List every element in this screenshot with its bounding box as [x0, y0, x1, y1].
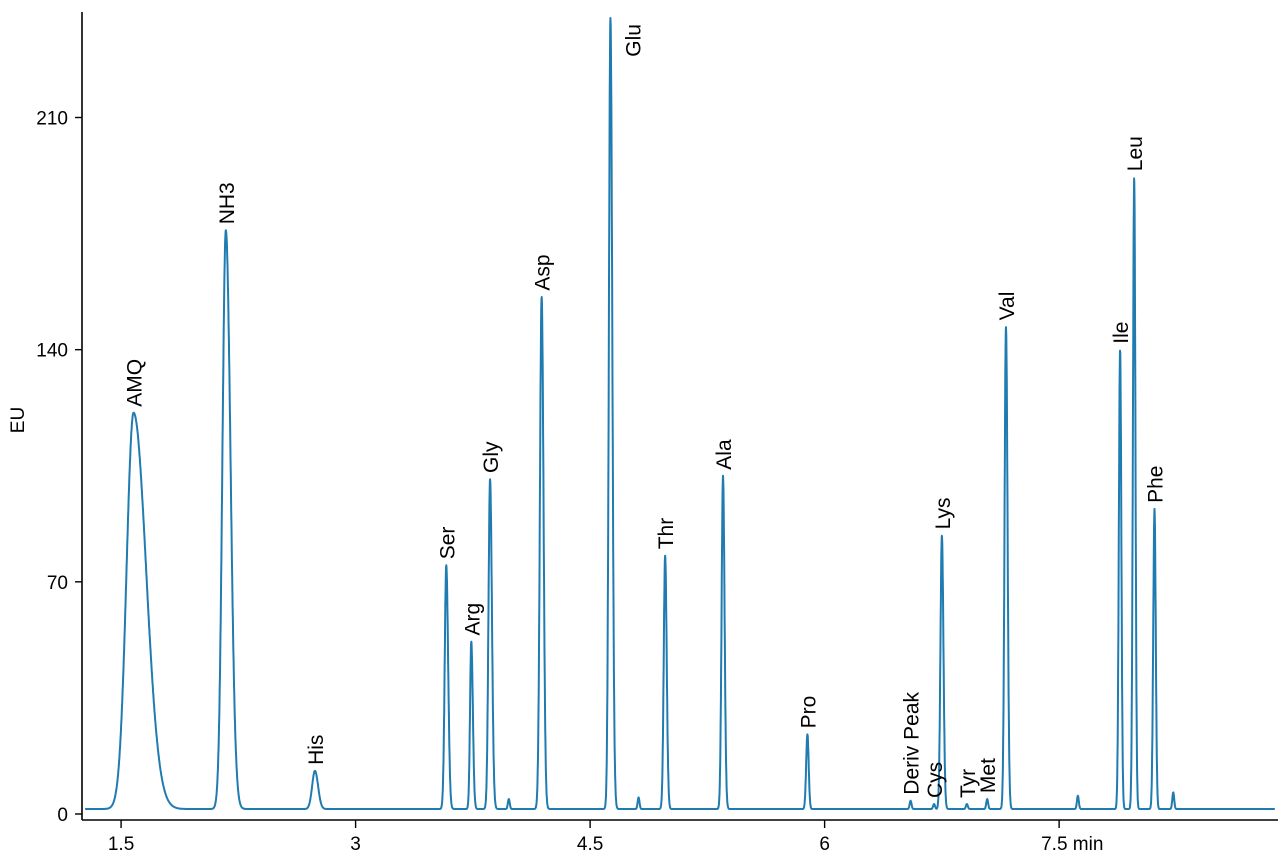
chromatogram-trace [84, 17, 1276, 810]
peak-label: His [305, 735, 328, 765]
peak-label: NH3 [216, 182, 239, 224]
peak-label: Lys [932, 497, 955, 529]
axes [81, 12, 1278, 821]
peak-label: Val [996, 292, 1019, 321]
ticks: 0 70 140 210 1.5 3 4.5 6 7.5 min [36, 109, 1103, 856]
x-tick-label: 4.5 [577, 834, 603, 855]
peak-label: Gly [480, 441, 503, 473]
peak-label: Met [977, 758, 1000, 793]
peak-label: Arg [461, 603, 484, 636]
peak-label: Cys [924, 762, 947, 798]
x-tick-label: 1.5 [108, 834, 134, 855]
peak-label: Pro [797, 696, 820, 729]
y-tick-label: 0 [57, 805, 68, 826]
peak-label: Ala [713, 439, 736, 470]
y-tick-label: 140 [36, 341, 68, 362]
peak-label: Asp [532, 254, 555, 290]
peak-label: Leu [1124, 136, 1147, 171]
peak-label: Ser [436, 527, 459, 560]
peak-label: Phe [1145, 466, 1168, 503]
peak-labels: AMQ NH3 His Ser Arg Gly Asp Glu Thr Ala Pro Deriv P… [124, 24, 1168, 798]
peak-label: Tyr [957, 769, 980, 798]
y-tick-label: 210 [36, 109, 68, 130]
peak-label: Glu [622, 24, 645, 57]
y-tick-label: 70 [47, 573, 68, 594]
y-axis-label: EU [8, 407, 29, 433]
peak-label: AMQ [124, 359, 147, 407]
peak-label: Thr [655, 518, 678, 550]
x-tick-label: 7.5 min [1041, 834, 1103, 855]
peak-label: Ile [1110, 322, 1133, 344]
x-tick-label: 6 [819, 834, 830, 855]
x-tick-label: 3 [350, 834, 361, 855]
peak-label: Deriv Peak [901, 691, 924, 794]
